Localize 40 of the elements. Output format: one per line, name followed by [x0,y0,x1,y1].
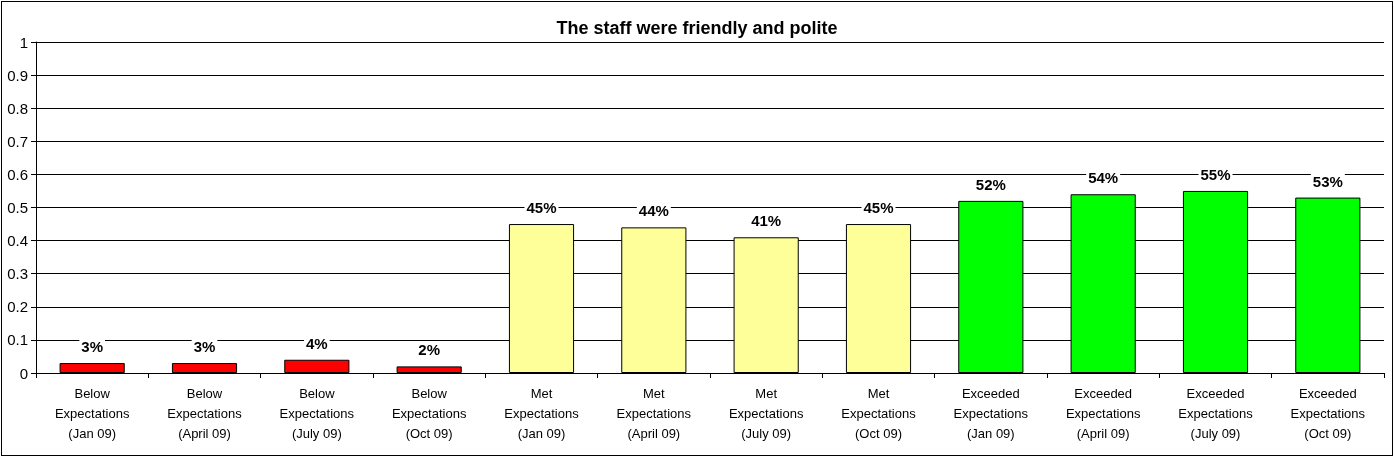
y-tick-label: 0.2 [7,298,28,316]
y-tick-label: 0.1 [7,331,28,349]
data-label: 55% [1200,165,1231,183]
x-tick-label: Met Expectations (Jan 09) [504,385,580,441]
data-label: 54% [1088,169,1119,187]
y-tick-label: 0.5 [7,199,28,216]
x-tick-label: Below Expectations (July 09) [279,385,355,441]
data-label: 3% [193,338,216,356]
bar [171,363,238,373]
data-label: 44% [638,202,669,220]
x-tick-label: Below Expectations (Jan 09) [54,385,130,441]
x-tick-label: Exceeded Expectations (Jan 09) [953,385,1029,441]
y-tick-label: 0.9 [7,66,28,84]
x-tick-label: Exceeded Expectations (July 09) [1178,385,1254,441]
x-tick-label: Below Expectations (April 09) [167,385,243,441]
data-label: 52% [975,175,1006,193]
x-tick-label: Met Expectations (Oct 09) [841,385,917,441]
data-label: 53% [1312,172,1343,190]
bar [59,363,125,373]
data-label: 41% [751,212,782,230]
y-tick-label: 0.8 [7,99,28,117]
chart-title: The staff were friendly and polite [556,18,838,38]
data-label: 45% [526,199,557,217]
data-label: 45% [863,199,894,217]
y-tick-label: 0.3 [7,265,28,283]
x-tick-label: Below Expectations (Oct 09) [391,385,467,441]
y-tick-label: 1 [19,33,28,51]
x-tick-label: Met Expectations (July 09) [728,385,804,441]
y-tick-label: 0.7 [7,132,28,150]
data-label: 2% [418,341,441,359]
x-tick-label: Exceeded Expectations (Oct 09) [1290,385,1366,441]
x-tick-label: Met Expectations (April 09) [616,385,692,441]
bar [284,359,350,373]
bar [396,366,462,373]
y-tick-label: 0.6 [7,165,28,183]
y-tick-label: 0.4 [7,232,28,250]
data-label: 3% [81,338,104,356]
y-tick-label: 0 [19,364,28,382]
data-label: 4% [305,334,328,352]
x-tick-label: Exceeded Expectations (April 09) [1065,385,1141,441]
